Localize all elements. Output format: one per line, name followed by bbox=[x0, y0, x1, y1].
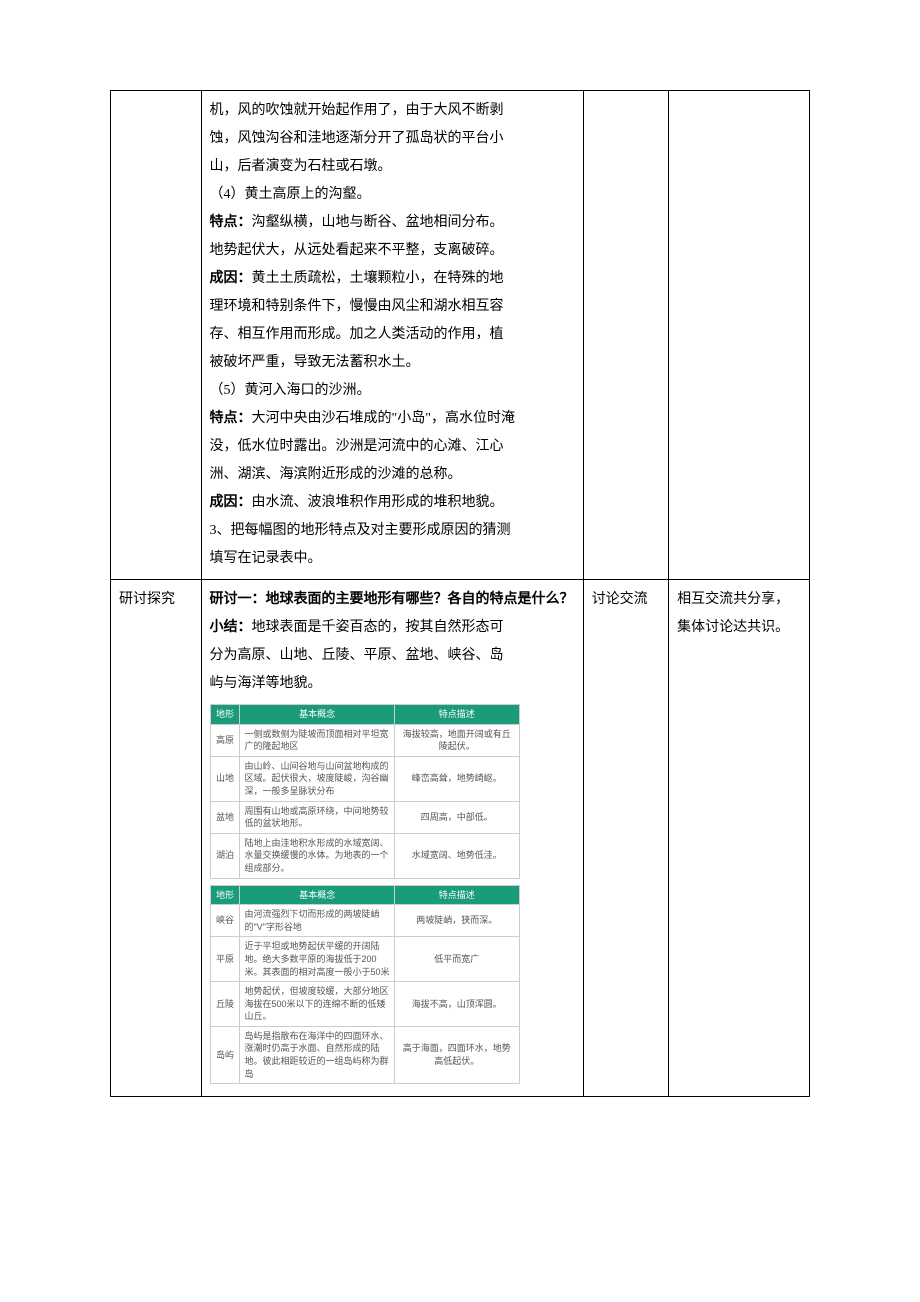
th-features: 特点描述 bbox=[394, 885, 519, 905]
content-line: 屿与海洋等地貌。 bbox=[210, 670, 575, 698]
td-features: 低平而宽广 bbox=[394, 937, 519, 982]
td-features: 两坡陡峭，狭而深。 bbox=[394, 905, 519, 937]
label-text: 黄土土质疏松，土壤颗粒小，在特殊的地 bbox=[252, 271, 504, 286]
notes-cell bbox=[669, 91, 810, 580]
th-type: 地形 bbox=[210, 885, 240, 905]
content-line: 被破坏严重，导致无法蓄积水土。 bbox=[210, 349, 575, 377]
content-line: 填写在记录表中。 bbox=[210, 545, 575, 573]
table-row: 岛屿 岛屿是指散布在海洋中的四面环水、涨潮时仍高于水面、自然形成的陆地。彼此相距… bbox=[210, 1026, 519, 1083]
label-bold: 成因： bbox=[210, 495, 252, 510]
td-type: 湖泊 bbox=[210, 833, 240, 878]
td-type: 岛屿 bbox=[210, 1026, 240, 1083]
label-text: 由水流、波浪堆积作用形成的堆积地貌。 bbox=[252, 495, 504, 510]
td-concept: 近于平坦或地势起伏平缓的开阔陆地。绝大多数平原的海拔低于200米。其表面的相对高… bbox=[240, 937, 394, 982]
td-type: 高原 bbox=[210, 724, 240, 756]
label-text: 沟壑纵横，山地与断谷、盆地相间分布。 bbox=[252, 215, 504, 230]
content-line: 没，低水位时露出。沙洲是河流中的心滩、江心 bbox=[210, 433, 575, 461]
table-row: 平原 近于平坦或地势起伏平缓的开阔陆地。绝大多数平原的海拔低于200米。其表面的… bbox=[210, 937, 519, 982]
label-bold: 小结： bbox=[210, 620, 252, 635]
label-bold: 特点： bbox=[210, 215, 252, 230]
content-line: 3、把每幅图的地形特点及对主要形成原因的猜测 bbox=[210, 517, 575, 545]
table-row: 山地 由山岭、山间谷地与山间盆地构成的区域。起伏很大，坡度陡峻，沟谷幽深，一般多… bbox=[210, 756, 519, 801]
content-line: 成因：黄土土质疏松，土壤颗粒小，在特殊的地 bbox=[210, 265, 575, 293]
lesson-plan-table: 机，风的吹蚀就开始起作用了，由于大风不断剥 蚀，风蚀沟谷和洼地逐渐分开了孤岛状的… bbox=[110, 90, 810, 1097]
th-type: 地形 bbox=[210, 705, 240, 725]
table-row: 峡谷 由河流强烈下切而形成的两坡陡峭的"V"字形谷地 两坡陡峭，狭而深。 bbox=[210, 905, 519, 937]
heading-bold: 研讨一：地球表面的主要地形有哪些？各自的特点是什么？ bbox=[210, 586, 575, 614]
section-label bbox=[111, 91, 202, 580]
td-concept: 陆地上由洼地积水形成的水域宽阔、水量交换缓慢的水体。为地表的一个组成部分。 bbox=[240, 833, 394, 878]
td-concept: 由河流强烈下切而形成的两坡陡峭的"V"字形谷地 bbox=[240, 905, 394, 937]
content-line: 洲、湖滨、海滨附近形成的沙滩的总称。 bbox=[210, 461, 575, 489]
content-line: 分为高原、山地、丘陵、平原、盆地、峡谷、岛 bbox=[210, 642, 575, 670]
table-header-row: 地形 基本概念 特点描述 bbox=[210, 885, 519, 905]
table-row: 高原 一侧或数侧为陡坡而顶面相对平坦宽广的隆起地区 海拔较高，地面开阔或有丘陵起… bbox=[210, 724, 519, 756]
td-type: 平原 bbox=[210, 937, 240, 982]
label-bold: 特点： bbox=[210, 411, 252, 426]
label-bold: 成因： bbox=[210, 271, 252, 286]
label-text: 大河中央由沙石堆成的"小岛"，高水位时淹 bbox=[252, 411, 515, 426]
td-features: 海拔不高，山顶浑圆。 bbox=[394, 982, 519, 1027]
th-concept: 基本概念 bbox=[240, 705, 394, 725]
td-concept: 由山岭、山间谷地与山间盆地构成的区域。起伏很大，坡度陡峻，沟谷幽深，一般多呈脉状… bbox=[240, 756, 394, 801]
content-line: 蚀，风蚀沟谷和洼地逐渐分开了孤岛状的平台小 bbox=[210, 125, 575, 153]
landform-table-2: 地形 基本概念 特点描述 峡谷 由河流强烈下切而形成的两坡陡峭的"V"字形谷地 … bbox=[210, 885, 520, 1085]
activity-cell: 讨论交流 bbox=[583, 580, 668, 1097]
content-line: 地势起伏大，从远处看起来不平整，支离破碎。 bbox=[210, 237, 575, 265]
td-concept: 地势起伏，但坡度较缓，大部分地区海拔在500米以下的连绵不断的低矮山丘。 bbox=[240, 982, 394, 1027]
content-line: 理环境和特别条件下，慢慢由风尘和湖水相互容 bbox=[210, 293, 575, 321]
table-row: 机，风的吹蚀就开始起作用了，由于大风不断剥 蚀，风蚀沟谷和洼地逐渐分开了孤岛状的… bbox=[111, 91, 810, 580]
td-type: 盆地 bbox=[210, 801, 240, 833]
td-concept: 周围有山地或高原环绕，中间地势较低的盆状地形。 bbox=[240, 801, 394, 833]
table-row: 研讨探究 研讨一：地球表面的主要地形有哪些？各自的特点是什么？ 小结：地球表面是… bbox=[111, 580, 810, 1097]
content-line: 机，风的吹蚀就开始起作用了，由于大风不断剥 bbox=[210, 97, 575, 125]
label-text: 地球表面是千姿百态的，按其自然形态可 bbox=[252, 620, 504, 635]
content-line: 存、相互作用而形成。加之人类活动的作用，植 bbox=[210, 321, 575, 349]
notes-cell: 相互交流共分享，集体讨论达共识。 bbox=[669, 580, 810, 1097]
activity-cell bbox=[583, 91, 668, 580]
content-line: 小结：地球表面是千姿百态的，按其自然形态可 bbox=[210, 614, 575, 642]
td-concept: 岛屿是指散布在海洋中的四面环水、涨潮时仍高于水面、自然形成的陆地。彼此相距较近的… bbox=[240, 1026, 394, 1083]
table-header-row: 地形 基本概念 特点描述 bbox=[210, 705, 519, 725]
td-features: 四周高，中部低。 bbox=[394, 801, 519, 833]
td-features: 海拔较高，地面开阔或有丘陵起伏。 bbox=[394, 724, 519, 756]
table-row: 湖泊 陆地上由洼地积水形成的水域宽阔、水量交换缓慢的水体。为地表的一个组成部分。… bbox=[210, 833, 519, 878]
th-concept: 基本概念 bbox=[240, 885, 394, 905]
content-cell: 机，风的吹蚀就开始起作用了，由于大风不断剥 蚀，风蚀沟谷和洼地逐渐分开了孤岛状的… bbox=[201, 91, 583, 580]
td-concept: 一侧或数侧为陡坡而顶面相对平坦宽广的隆起地区 bbox=[240, 724, 394, 756]
table-row: 丘陵 地势起伏，但坡度较缓，大部分地区海拔在500米以下的连绵不断的低矮山丘。 … bbox=[210, 982, 519, 1027]
td-features: 峰峦高耸，地势崎岖。 bbox=[394, 756, 519, 801]
td-type: 丘陵 bbox=[210, 982, 240, 1027]
content-line: （4）黄土高原上的沟壑。 bbox=[210, 181, 575, 209]
content-line: 成因：由水流、波浪堆积作用形成的堆积地貌。 bbox=[210, 489, 575, 517]
content-line: （5）黄河入海口的沙洲。 bbox=[210, 377, 575, 405]
content-cell: 研讨一：地球表面的主要地形有哪些？各自的特点是什么？ 小结：地球表面是千姿百态的… bbox=[201, 580, 583, 1097]
landform-table-1: 地形 基本概念 特点描述 高原 一侧或数侧为陡坡而顶面相对平坦宽广的隆起地区 海… bbox=[210, 704, 520, 879]
section-label: 研讨探究 bbox=[111, 580, 202, 1097]
table-row: 盆地 周围有山地或高原环绕，中间地势较低的盆状地形。 四周高，中部低。 bbox=[210, 801, 519, 833]
content-line: 特点：沟壑纵横，山地与断谷、盆地相间分布。 bbox=[210, 209, 575, 237]
td-type: 峡谷 bbox=[210, 905, 240, 937]
td-type: 山地 bbox=[210, 756, 240, 801]
content-line: 特点：大河中央由沙石堆成的"小岛"，高水位时淹 bbox=[210, 405, 575, 433]
content-line: 山，后者演变为石柱或石墩。 bbox=[210, 153, 575, 181]
td-features: 水域宽阔、地势低洼。 bbox=[394, 833, 519, 878]
td-features: 高于海面，四面环水，地势高低起伏。 bbox=[394, 1026, 519, 1083]
th-features: 特点描述 bbox=[394, 705, 519, 725]
